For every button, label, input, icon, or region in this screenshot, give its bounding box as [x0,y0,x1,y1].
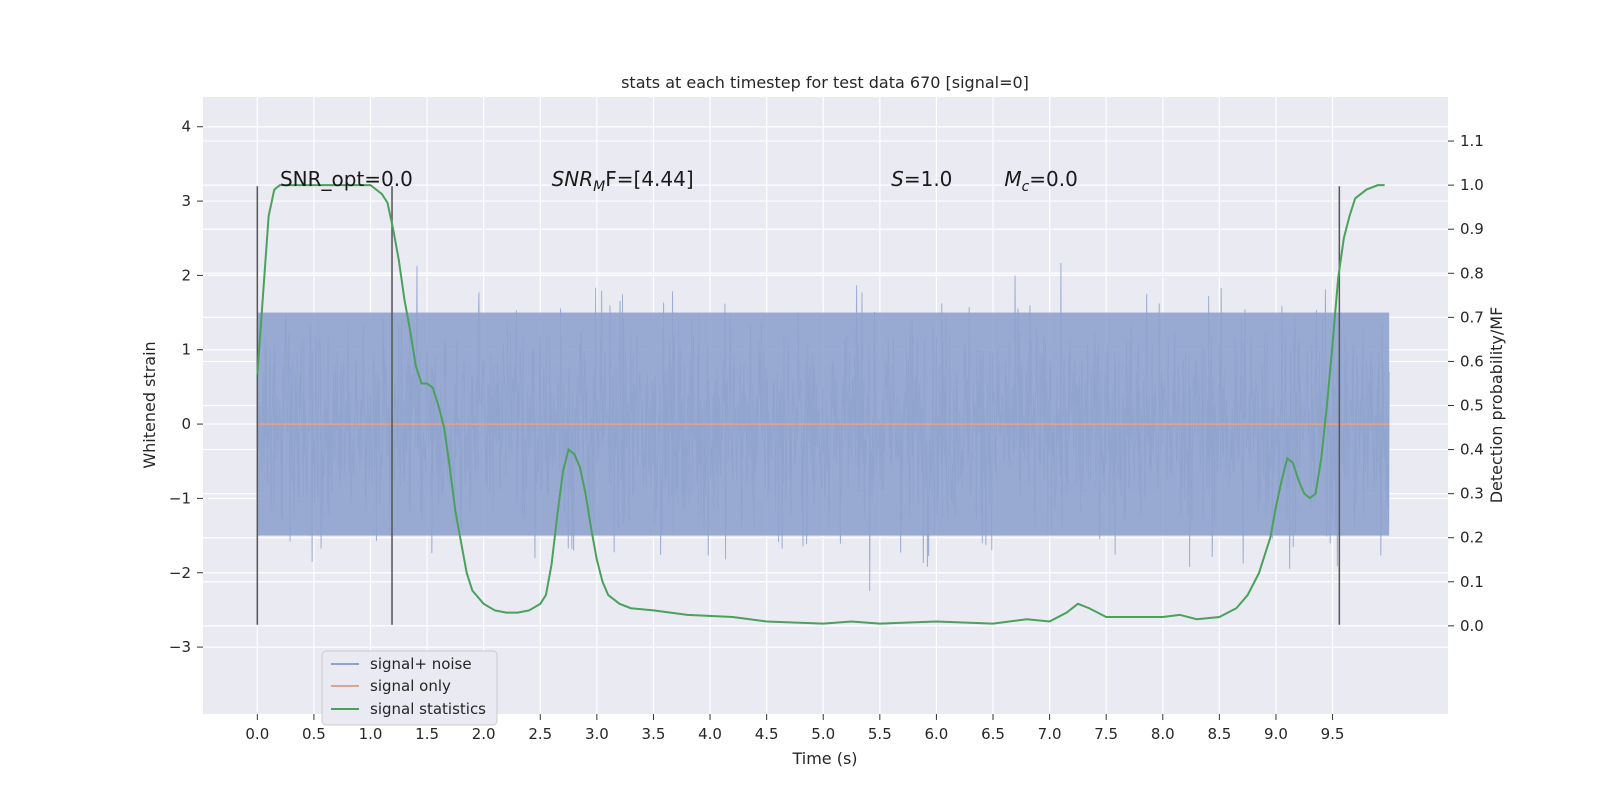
x-tick-label: 1.5 [415,725,439,743]
x-tick-label: 7.5 [1094,725,1118,743]
x-tick-label: 9.0 [1264,725,1288,743]
x-tick-label: 4.5 [755,725,779,743]
y-right-tick-label: 0.6 [1460,352,1484,370]
y-axis-ticks-left: −3 −2 −1 0 1 2 3 4 [169,118,203,656]
y-right-tick-label: 0.7 [1460,308,1484,326]
y-right-tick-label: 0.8 [1460,264,1484,282]
legend-label-signal-statistics: signal statistics [370,700,486,718]
y-right-tick-label: 0.1 [1460,573,1484,591]
x-tick-label: 4.0 [698,725,722,743]
legend-box [321,650,498,726]
annotations: SNR_opt=0.0 SNRMF=[4.44] S=1.0 Mc=0.0 [280,167,1078,195]
legend-label-signal-noise: signal+ noise [370,655,472,673]
x-tick-label: 3.0 [585,725,609,743]
x-tick-label: 1.0 [359,725,383,743]
x-tick-label: 3.5 [642,725,666,743]
y-axis-label-right: Detection probability/MF [1487,307,1506,504]
y-axis-label-left: Whitened strain [140,341,159,468]
y-right-tick-label: 0.0 [1460,617,1484,635]
annotation-rest: =0.0 [1029,167,1078,191]
annotation-subscript: c [1022,179,1030,195]
annotation-rest: =1.0 [904,167,953,191]
annotation-main: SNR [552,167,594,191]
chart-title: stats at each timestep for test data 670… [621,73,1029,92]
x-axis-ticks: 0.0 0.5 1.0 1.5 2.0 2.5 3.0 3.5 4.0 4.5 5.0 5.5 6.0 6… [245,714,1344,743]
series-signal-statistics [256,184,1385,625]
x-tick-label: 2.0 [472,725,496,743]
x-tick-label: 8.0 [1151,725,1175,743]
annotation-text: SNRMF=[4.44] [552,167,694,195]
y-right-tick-label: 0.5 [1460,397,1484,415]
x-tick-label: 5.5 [868,725,892,743]
y-tick-label: 0 [181,415,191,433]
annotation-text: SNR_opt=0.0 [280,167,413,191]
y-tick-label: 1 [181,341,191,359]
y-right-tick-label: 1.0 [1460,176,1484,194]
x-tick-label: 6.5 [981,725,1005,743]
annotation-main: S [891,167,904,191]
y-tick-label: −3 [169,638,191,656]
legend-label-signal-only: signal only [370,677,451,695]
y-axis-ticks-right: 0.0 0.1 0.2 0.3 0.4 0.5 0.6 0.7 0.8 0.9 1.0 1.1 [1448,132,1484,635]
x-tick-label: 0.0 [245,725,269,743]
y-tick-label: 4 [181,118,191,136]
x-tick-label: 6.0 [924,725,948,743]
annotation-rest: F=[4.44] [605,167,693,191]
x-tick-label: 2.5 [528,725,552,743]
y-right-tick-label: 0.4 [1460,441,1484,459]
legend: signal+ noise signal only signal statist… [321,650,498,726]
x-tick-label: 7.0 [1038,725,1062,743]
y-tick-label: −1 [169,489,191,507]
y-right-tick-label: 0.9 [1460,220,1484,238]
x-tick-label: 9.5 [1321,725,1345,743]
annotation-subscript: M [593,179,605,195]
x-tick-label: 8.5 [1207,725,1231,743]
annotation-text: Mc=0.0 [1004,167,1078,195]
y-tick-label: 2 [181,266,191,284]
annotation-text: S=1.0 [891,167,952,191]
annotation-main: M [1004,167,1021,191]
y-right-tick-label: 0.2 [1460,529,1484,547]
y-right-tick-label: 1.1 [1460,132,1484,150]
annotation-main: SNR_opt=0.0 [280,167,413,191]
x-tick-label: 0.5 [302,725,326,743]
y-right-tick-label: 0.3 [1460,485,1484,503]
vertical-markers [256,186,1341,625]
y-tick-label: 3 [181,192,191,210]
y-tick-label: −2 [169,564,191,582]
x-tick-label: 5.0 [811,725,835,743]
x-axis-label: Time (s) [791,749,857,768]
